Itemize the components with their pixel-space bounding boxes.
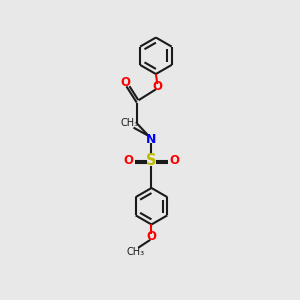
Text: S: S [146,153,157,168]
Text: O: O [124,154,134,167]
Text: CH₃: CH₃ [126,248,144,257]
Text: N: N [146,133,157,146]
Text: O: O [120,76,130,89]
Text: O: O [152,80,162,93]
Text: O: O [146,230,157,243]
Text: O: O [169,154,179,167]
Text: CH₃: CH₃ [121,118,139,128]
